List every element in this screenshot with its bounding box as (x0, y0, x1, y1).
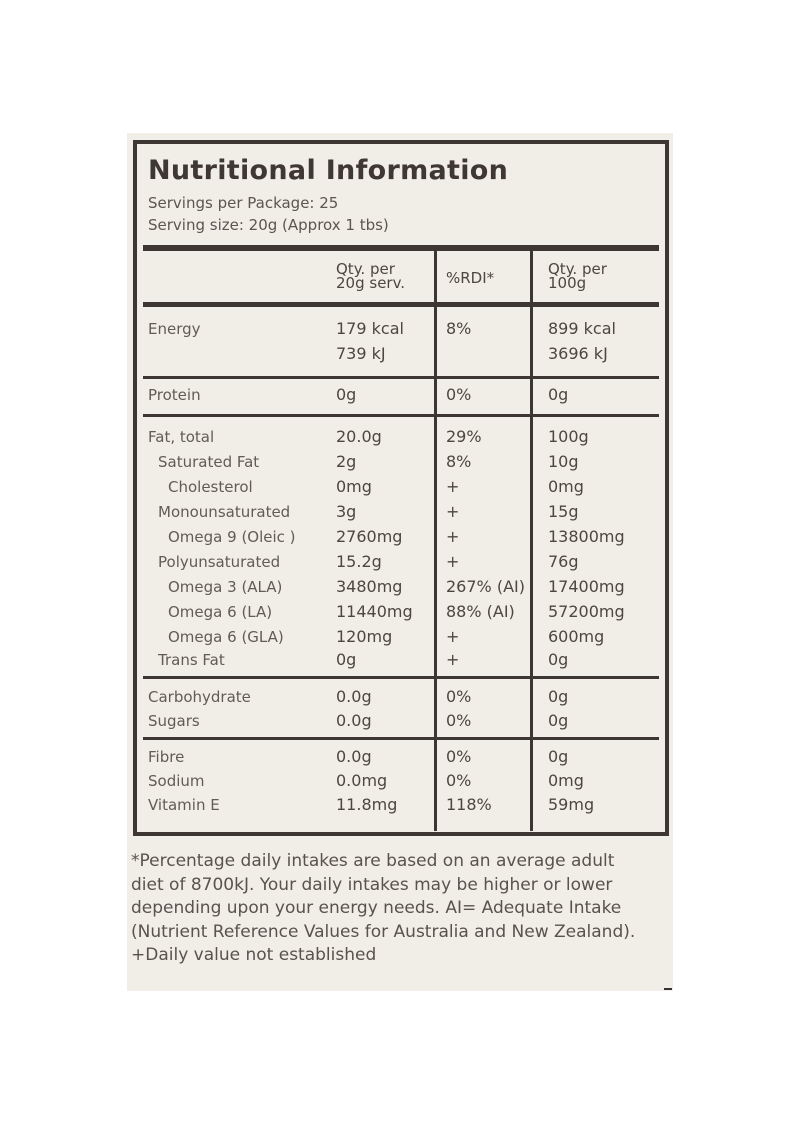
qty-per-100g: 57200mg (548, 602, 625, 621)
header-rdi: %RDI* (446, 269, 495, 287)
percent-rdi: 8% (446, 452, 472, 471)
servings-per-package: Servings per Package: 25 (148, 194, 339, 212)
footnote-plus: +Daily value not established (131, 945, 377, 965)
percent-rdi: 8% (446, 319, 472, 338)
qty-per-serving: 0.0g (336, 711, 372, 730)
qty-per-serving: 179 kcal (336, 319, 404, 338)
nutrient-name: Vitamin E (148, 796, 220, 814)
divider (143, 737, 659, 740)
qty-per-100g: 0g (548, 687, 569, 706)
divider (143, 376, 659, 379)
nutrient-name: Protein (148, 386, 201, 404)
column-divider (530, 249, 533, 831)
nutrition-panel-border (133, 140, 669, 836)
nutrient-name: Omega 6 (LA) (168, 603, 273, 621)
footnote-rdi: *Percentage daily intakes are based on a… (131, 851, 636, 942)
nutrient-name: Fat, total (148, 428, 215, 446)
qty-per-serving: 120mg (336, 627, 393, 646)
percent-rdi: 0% (446, 711, 472, 730)
qty-per-serving: 739 kJ (336, 344, 386, 363)
qty-per-100g: 0mg (548, 771, 584, 790)
qty-per-serving: 2760mg (336, 527, 403, 546)
nutrient-name: Fibre (148, 748, 185, 766)
header-per-serving-1: Qty. per (336, 260, 395, 278)
nutrient-name: Omega 6 (GLA) (168, 628, 284, 646)
header-per-100-2: 100g (548, 274, 587, 292)
nutrition-label (127, 133, 673, 991)
nutrient-name: Energy (148, 320, 201, 338)
mark (664, 988, 672, 990)
nutrient-name: Polyunsaturated (158, 553, 281, 571)
qty-per-serving: 20.0g (336, 427, 382, 446)
qty-per-serving: 0mg (336, 477, 372, 496)
percent-rdi: + (446, 527, 460, 546)
qty-per-serving: 3g (336, 502, 357, 521)
percent-rdi: + (446, 502, 460, 521)
column-divider (434, 249, 437, 831)
nutrient-name: Carbohydrate (148, 688, 251, 706)
percent-rdi: 29% (446, 427, 482, 446)
nutrient-name: Omega 3 (ALA) (168, 578, 283, 596)
qty-per-serving: 0.0g (336, 687, 372, 706)
header-per-serving-2: 20g serv. (336, 274, 406, 292)
qty-per-100g: 0g (548, 747, 569, 766)
percent-rdi: + (446, 650, 460, 669)
qty-per-100g: 10g (548, 452, 579, 471)
percent-rdi: 0% (446, 385, 472, 404)
qty-per-serving: 2g (336, 452, 357, 471)
divider-thick (143, 302, 659, 307)
percent-rdi: 0% (446, 687, 472, 706)
divider (143, 414, 659, 417)
percent-rdi: 0% (446, 771, 472, 790)
qty-per-serving: 0g (336, 385, 357, 404)
qty-per-serving: 0.0mg (336, 771, 388, 790)
qty-per-100g: 0g (548, 385, 569, 404)
qty-per-100g: 3696 kJ (548, 344, 608, 363)
nutrient-name: Saturated Fat (158, 453, 260, 471)
qty-per-100g: 899 kcal (548, 319, 616, 338)
qty-per-100g: 76g (548, 552, 579, 571)
nutrient-name: Sodium (148, 772, 205, 790)
qty-per-100g: 0g (548, 650, 569, 669)
percent-rdi: + (446, 477, 460, 496)
percent-rdi: + (446, 552, 460, 571)
nutrient-name: Trans Fat (158, 651, 225, 669)
nutrient-name: Omega 9 (Oleic ) (168, 528, 296, 546)
divider-thick (143, 245, 659, 251)
nutrient-name: Cholesterol (168, 478, 253, 496)
qty-per-100g: 13800mg (548, 527, 625, 546)
qty-per-serving: 0g (336, 650, 357, 669)
serving-size: Serving size: 20g (Approx 1 tbs) (148, 216, 389, 234)
qty-per-100g: 0g (548, 711, 569, 730)
qty-per-100g: 100g (548, 427, 589, 446)
percent-rdi: 267% (AI) (446, 577, 525, 596)
nutrient-name: Monounsaturated (158, 503, 291, 521)
panel-title: Nutritional Information (148, 155, 509, 186)
nutrient-name: Sugars (148, 712, 200, 730)
qty-per-100g: 600mg (548, 627, 605, 646)
qty-per-100g: 15g (548, 502, 579, 521)
qty-per-serving: 11440mg (336, 602, 413, 621)
qty-per-100g: 59mg (548, 795, 595, 814)
percent-rdi: + (446, 627, 460, 646)
divider (143, 676, 659, 679)
percent-rdi: 0% (446, 747, 472, 766)
qty-per-serving: 15.2g (336, 552, 382, 571)
header-per-100-1: Qty. per (548, 260, 607, 278)
footnote: *Percentage daily intakes are based on a… (131, 850, 651, 968)
qty-per-serving: 3480mg (336, 577, 403, 596)
qty-per-serving: 0.0g (336, 747, 372, 766)
qty-per-serving: 11.8mg (336, 795, 398, 814)
qty-per-100g: 0mg (548, 477, 584, 496)
percent-rdi: 118% (446, 795, 492, 814)
percent-rdi: 88% (AI) (446, 602, 515, 621)
qty-per-100g: 17400mg (548, 577, 625, 596)
